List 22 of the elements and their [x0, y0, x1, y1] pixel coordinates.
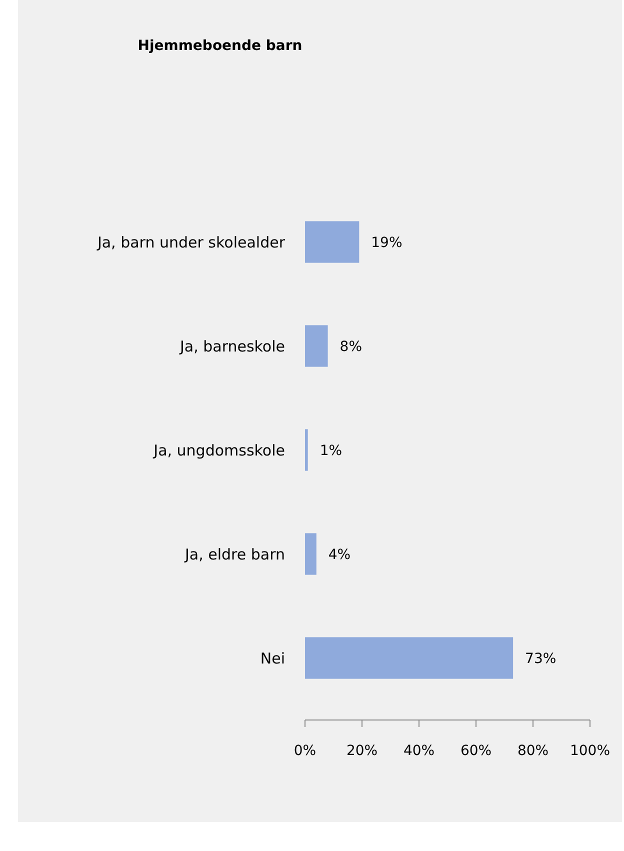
data-label: 19%	[371, 234, 402, 251]
x-tick-label: 60%	[460, 743, 492, 759]
x-tick-label: 100%	[570, 743, 610, 759]
bar	[305, 533, 316, 575]
x-tick-label: 80%	[517, 743, 549, 759]
x-tick-label: 40%	[403, 743, 435, 759]
bar	[305, 221, 360, 263]
y-tick-label: Ja, eldre barn	[184, 545, 285, 564]
data-label: 73%	[525, 650, 556, 667]
y-tick-label: Ja, barneskole	[178, 337, 285, 356]
chart-title: Hjemmeboende barn	[138, 38, 302, 54]
bar	[305, 325, 328, 367]
data-label: 8%	[340, 338, 362, 355]
bar	[305, 637, 514, 679]
x-tick-label: 0%	[294, 743, 316, 759]
y-tick-label: Nei	[260, 649, 285, 668]
x-tick-label: 20%	[346, 743, 378, 759]
bar	[305, 429, 308, 471]
data-label: 4%	[328, 546, 351, 563]
data-label: 1%	[320, 442, 342, 459]
y-tick-label: Ja, barn under skolealder	[96, 233, 286, 252]
y-tick-label: Ja, ungdomsskole	[152, 441, 285, 460]
